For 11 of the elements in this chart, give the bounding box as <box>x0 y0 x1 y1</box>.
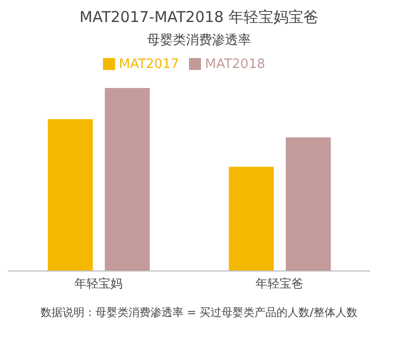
bar <box>48 119 93 271</box>
text: 数据说明：母婴类消费渗透率 = 买过母婴类产品的人数/整体人数 <box>40 305 358 320</box>
bar <box>104 88 150 271</box>
chart-title: MAT2017-MAT2018 年轻宝妈宝爸 <box>78 8 320 27</box>
legend-label: MAT2017 <box>118 57 179 72</box>
x-tick-label: 年轻宝妈 <box>74 276 122 291</box>
x-tick-label: 年轻宝爸 <box>256 276 304 291</box>
bar <box>286 137 331 271</box>
legend-label: MAT2018 <box>205 57 266 72</box>
bar <box>228 166 274 271</box>
chart-subtitle: 母婴类消费渗透率 <box>146 32 252 49</box>
